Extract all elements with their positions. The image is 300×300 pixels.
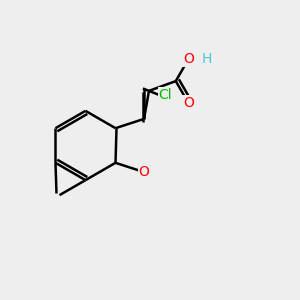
Text: O: O: [183, 96, 194, 110]
Text: Cl: Cl: [158, 88, 172, 102]
Text: O: O: [139, 165, 149, 179]
Text: H: H: [202, 52, 212, 66]
Text: O: O: [183, 52, 194, 66]
